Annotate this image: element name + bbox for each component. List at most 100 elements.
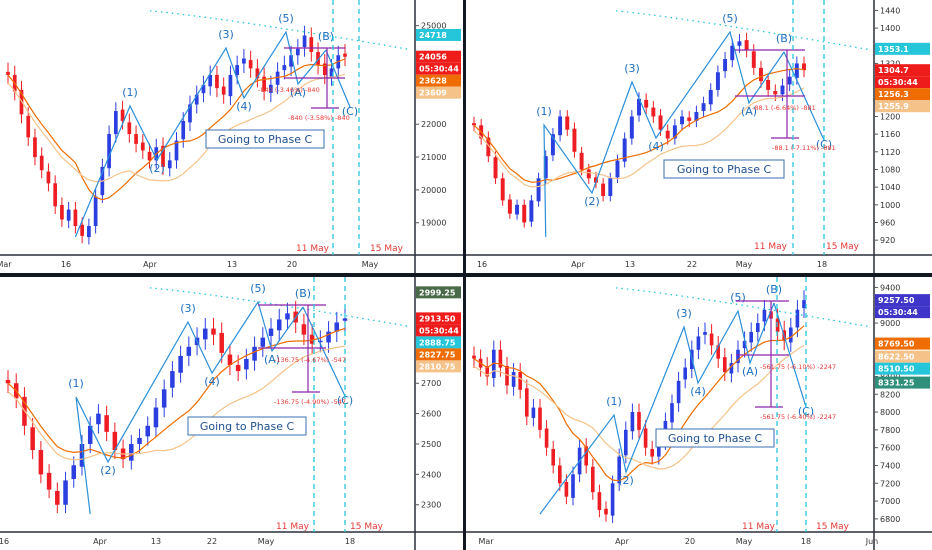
candle-body [744,40,749,51]
candle-body [228,74,233,97]
candle-body [201,84,206,94]
candle-body [511,372,516,387]
candle-body [701,103,706,111]
candle-body [211,328,216,335]
chart-panel-bottom-left[interactable]: 2300240025002600270028002900300016Apr132… [0,277,463,550]
candle-body [736,349,740,364]
price-label-bg [875,350,930,363]
candle-body [39,155,44,171]
price-label-bg [875,42,930,55]
candle-body [716,345,721,359]
candle-body [275,71,280,85]
y-tick-label: 19000 [421,219,446,228]
candle-body [472,123,476,126]
wave-label: (2) [149,162,165,175]
candles-group [5,300,348,514]
candle-body [242,58,246,64]
price-label: 8769.50 [878,340,915,349]
price-label-bg [875,76,930,89]
price-label: 8622.50 [878,353,915,362]
candle-body [802,63,806,71]
measure-label: -840 (-3.58%) -840 [288,114,350,122]
candle-body [282,65,287,71]
candle-body [178,355,183,373]
candle-body [723,59,728,72]
wave-label: (4) [204,375,220,388]
moving-average-slow [7,73,346,183]
candle-body [531,407,536,418]
elliott-wave-c-leg [302,306,346,397]
y-tick-label: 25000 [421,22,446,31]
candle-body [262,76,266,92]
x-tick-label: 13 [227,260,237,269]
candle-body [515,204,520,215]
price-label-bg [875,64,930,77]
annotation-box [187,416,307,436]
candle-body [670,403,674,423]
chart-panel-bottom-right[interactable]: 6800700072007400760078008000820084008600… [466,277,932,550]
wave-label: (A) [741,105,757,118]
candle-body [53,183,58,207]
date-marker-label: 11 May [296,244,330,254]
y-tick-label: 920 [880,236,895,245]
chart-panel-top-right[interactable]: 9209601000104010801120116012001240128013… [466,0,932,273]
candle-body [66,209,71,221]
candle-body [656,443,661,457]
candle-body [694,112,699,121]
elliott-wave-line [75,300,304,515]
candle-body [309,334,315,344]
x-tick-label: Apr [615,537,630,546]
x-tick-label: Mar [478,537,494,546]
y-tick-label: 960 [880,218,895,227]
price-label-bg [416,360,461,373]
candle-body [221,86,226,95]
candle-body [174,140,179,161]
y-tick-label: 21000 [421,153,446,162]
candle-body [538,407,542,430]
annotation-text: Going to Phase C [200,420,295,433]
x-tick-label: 16 [477,260,487,269]
candle-body [742,340,747,349]
candle-body [96,413,101,425]
candle-body [729,363,734,374]
candle-body [71,465,77,479]
candle-body [665,130,670,139]
y-tick-label: 8200 [880,390,900,399]
candle-body [269,84,273,93]
x-tick-label: 20 [685,537,695,546]
candle-body [597,492,602,510]
y-tick-label: 7400 [880,461,900,470]
candle-body [558,116,563,136]
date-marker-label: 11 May [276,522,310,532]
candle-body [87,226,91,238]
candle-body [795,309,800,328]
candle-body [113,111,118,135]
x-tick-label: May [362,260,379,269]
x-tick-label: 16 [61,260,71,269]
wave-label: (B) [776,32,792,45]
price-label: 1304.7 [878,66,909,75]
candle-body [80,224,84,236]
y-tick-label: 1000 [880,201,900,210]
price-label-bg [875,88,930,101]
candle-body [637,412,641,430]
candle-body [536,178,541,202]
candle-body [485,366,490,377]
price-label-bg [416,74,461,87]
y-tick-label: 22000 [421,120,446,129]
annotation-box [663,159,785,179]
candle-body [658,115,663,130]
candle-body [127,122,132,135]
price-label: 2888.75 [419,338,456,347]
candle-body [5,379,11,384]
candle-body [227,354,233,366]
x-tick-label: 13 [625,260,635,269]
wave-label: (B) [295,287,311,300]
chart-panel-top-left[interactable]: 19000200002100022000230002400025000Mar16… [0,0,463,273]
candle-body [260,337,266,347]
price-label: 2810.75 [419,362,456,371]
candle-body [219,332,224,353]
candle-body [153,407,159,428]
measure-label: -561.75 (-6.40%) -2247 [760,413,836,421]
date-marker-label: 15 May [370,244,404,254]
